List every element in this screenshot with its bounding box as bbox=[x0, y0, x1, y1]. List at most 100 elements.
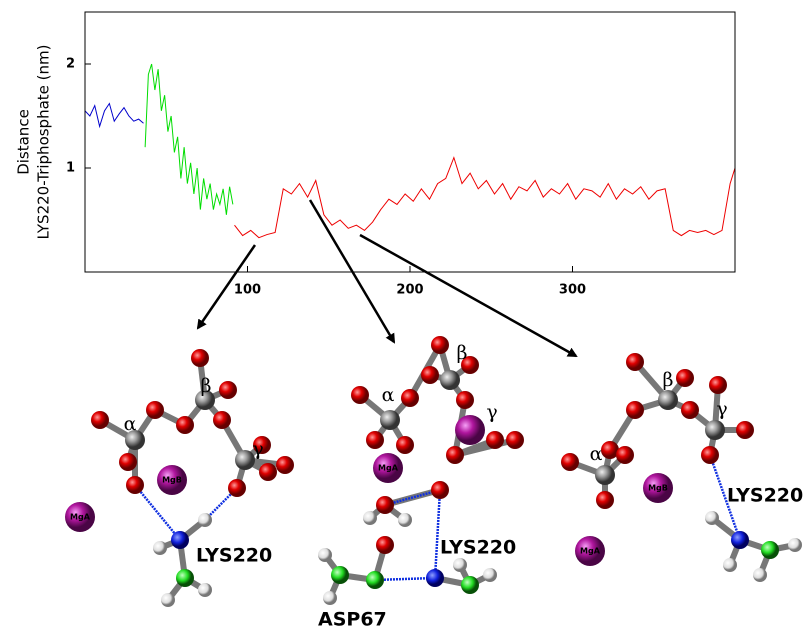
bond bbox=[454, 437, 516, 458]
label: α bbox=[382, 384, 395, 406]
atom bbox=[681, 401, 699, 419]
atom bbox=[643, 473, 673, 503]
atom bbox=[366, 431, 384, 449]
atom bbox=[276, 456, 294, 474]
x-tick-label: 100 bbox=[234, 283, 261, 298]
atom bbox=[235, 450, 255, 470]
label: γ bbox=[486, 401, 497, 423]
atom bbox=[146, 401, 164, 419]
atom bbox=[396, 436, 414, 454]
h-bond bbox=[384, 488, 441, 507]
atom bbox=[259, 463, 277, 481]
y-axis-label: Distance bbox=[15, 109, 33, 175]
label: LYS220 bbox=[727, 485, 803, 507]
atom bbox=[461, 356, 479, 374]
atom bbox=[91, 411, 109, 429]
atom bbox=[461, 576, 479, 594]
atom bbox=[731, 531, 749, 549]
atom bbox=[421, 366, 439, 384]
h-bond bbox=[374, 576, 436, 582]
atom bbox=[616, 446, 634, 464]
atom bbox=[318, 548, 332, 562]
label: LYS220 bbox=[440, 537, 516, 559]
atom bbox=[125, 430, 145, 450]
atom bbox=[65, 502, 95, 532]
chart: Distance LYS220-Triphosphate (nm) 100 200… bbox=[15, 11, 736, 298]
atom bbox=[228, 479, 246, 497]
atom bbox=[198, 513, 212, 527]
atom bbox=[440, 370, 460, 390]
label: β bbox=[663, 369, 674, 391]
atom bbox=[455, 415, 485, 445]
arrow bbox=[359, 233, 578, 358]
label: γ bbox=[252, 438, 263, 460]
atom bbox=[366, 571, 384, 589]
atom bbox=[171, 531, 189, 549]
atom bbox=[676, 369, 694, 387]
atom bbox=[219, 381, 237, 399]
label: MgA bbox=[70, 513, 91, 522]
atom bbox=[601, 441, 619, 459]
label: α bbox=[124, 413, 137, 435]
atom bbox=[506, 431, 524, 449]
atom bbox=[753, 568, 767, 582]
y-axis-label: LYS220-Triphosphate (nm) bbox=[35, 45, 53, 240]
atom bbox=[561, 453, 579, 471]
atom bbox=[595, 465, 615, 485]
atom bbox=[213, 411, 231, 429]
panel-labels: α β γ MgB MgA LYS220 α β γ MgA LYS220 AS… bbox=[70, 342, 803, 631]
atom bbox=[705, 420, 725, 440]
arrow bbox=[308, 199, 396, 344]
atom bbox=[701, 446, 719, 464]
atom bbox=[431, 481, 449, 499]
atom bbox=[596, 491, 614, 509]
label: MgB bbox=[648, 484, 668, 493]
label: β bbox=[457, 342, 468, 364]
atom bbox=[176, 416, 194, 434]
h-bond bbox=[708, 454, 742, 541]
atom bbox=[373, 453, 403, 483]
atom bbox=[453, 558, 467, 572]
atom bbox=[398, 513, 412, 527]
atom bbox=[176, 569, 194, 587]
atom bbox=[431, 336, 449, 354]
atom bbox=[401, 389, 419, 407]
data-line bbox=[84, 102, 144, 129]
h-bond bbox=[433, 489, 442, 579]
atom bbox=[198, 583, 212, 597]
atom bbox=[626, 353, 644, 371]
atom bbox=[658, 390, 678, 410]
atom bbox=[323, 591, 337, 605]
atom bbox=[446, 446, 464, 464]
y-tick-label: 1 bbox=[66, 161, 75, 176]
atom bbox=[195, 390, 215, 410]
atom bbox=[456, 391, 474, 409]
atom bbox=[380, 410, 400, 430]
arrows bbox=[196, 199, 578, 358]
atom bbox=[426, 569, 444, 587]
data-line bbox=[144, 63, 234, 215]
label: γ bbox=[716, 398, 727, 420]
arrow bbox=[196, 244, 257, 330]
atom bbox=[788, 538, 802, 552]
plot-frame bbox=[84, 11, 736, 273]
label: LYS220 bbox=[196, 545, 272, 567]
atom bbox=[761, 541, 779, 559]
atom bbox=[191, 349, 209, 367]
x-tick-label: 300 bbox=[559, 283, 586, 298]
atom bbox=[253, 436, 271, 454]
atom bbox=[376, 536, 394, 554]
atom bbox=[709, 376, 727, 394]
atom bbox=[486, 431, 504, 449]
atom bbox=[736, 421, 754, 439]
data-line bbox=[234, 156, 736, 239]
label: ASP67 bbox=[318, 609, 387, 631]
atom bbox=[483, 568, 497, 582]
x-tick-label: 200 bbox=[396, 283, 423, 298]
y-tick-label: 2 bbox=[66, 57, 75, 72]
label: α bbox=[590, 443, 603, 465]
atom bbox=[126, 476, 144, 494]
atom bbox=[575, 536, 605, 566]
atom bbox=[723, 558, 737, 572]
label: MgA bbox=[580, 547, 601, 556]
